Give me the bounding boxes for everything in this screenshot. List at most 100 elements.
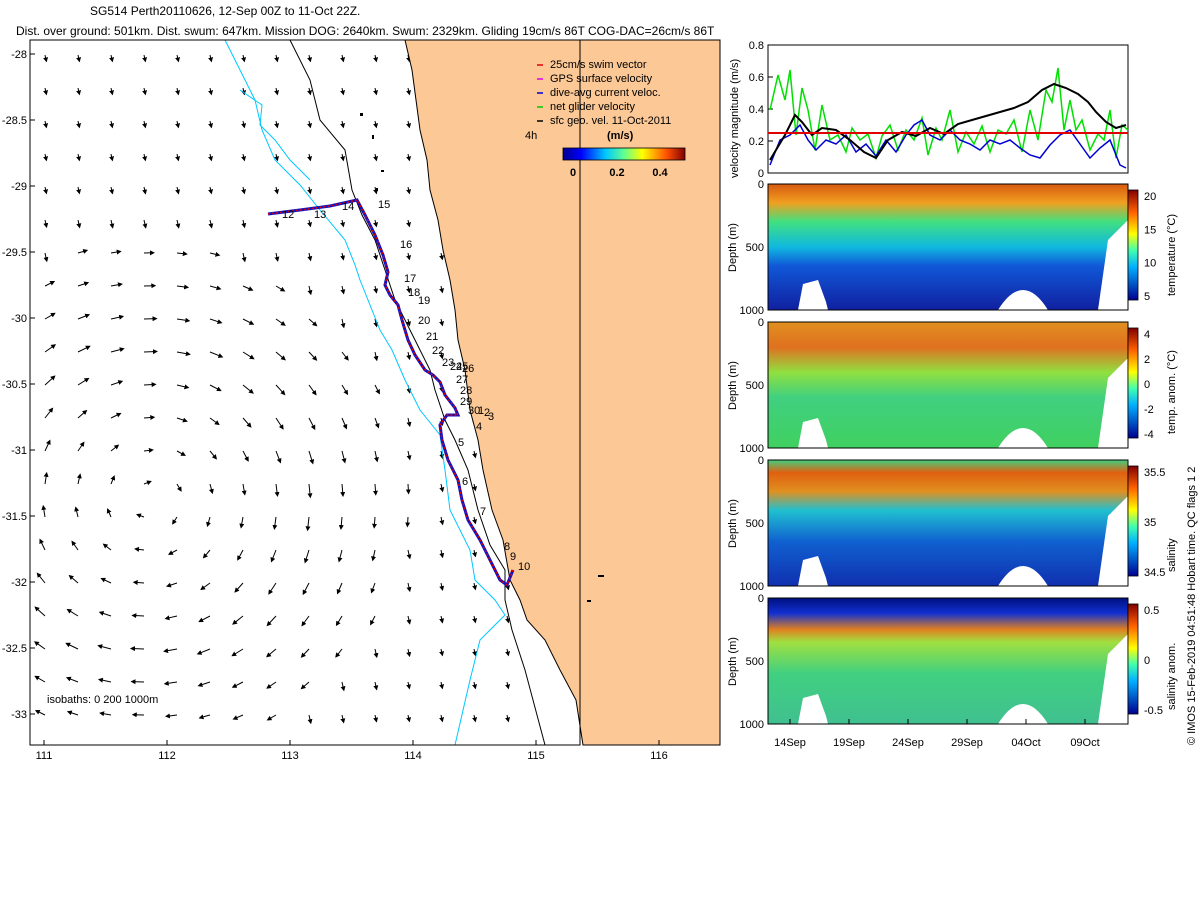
velocity-y-tick-label: 0.6 <box>749 72 764 84</box>
track-day-label: 7 <box>480 506 486 518</box>
velocity-arrow <box>407 517 408 526</box>
mission-stats: Dist. over ground: 501km. Dist. swum: 64… <box>16 24 714 38</box>
colorbar-tick-label: 4 <box>1144 329 1150 341</box>
lon-tick-label: 111 <box>36 750 53 762</box>
section-colorbar <box>1128 466 1138 576</box>
colorbar-unit: (m/s) <box>607 130 634 142</box>
track-day-label: 13 <box>314 209 326 221</box>
legend-item: net glider velocity <box>550 101 635 113</box>
colorbar-tick-label: 35.5 <box>1144 467 1165 479</box>
track-day-label: 15 <box>378 199 390 211</box>
colorbar-label: salinity <box>1166 538 1178 572</box>
velocity-arrow <box>144 384 155 385</box>
colorbar-tick-label: 0 <box>1144 655 1150 667</box>
depth-axis-label: Depth (m) <box>727 223 739 272</box>
track-day-label: 21 <box>426 331 438 343</box>
legend-item: dive-avg current veloc. <box>550 87 661 99</box>
colorbar-tick-label: -0.5 <box>1144 705 1163 717</box>
velocity-arrow <box>144 417 154 418</box>
track-day-label: 16 <box>400 239 412 251</box>
legend-item: 25cm/s swim vector <box>550 59 647 71</box>
track-day-label: 5 <box>458 437 464 449</box>
depth-tick-label: 1000 <box>740 443 764 455</box>
depth-tick-label: 500 <box>746 518 764 530</box>
track-day-label: 10 <box>518 561 530 573</box>
lat-tick-label: -30 <box>11 313 27 325</box>
track-day-label: 4 <box>476 421 482 433</box>
speed-colorbar <box>563 148 685 160</box>
depth-sections: 0 500 1000 Depth (m) 20 15 10 5 temperature (°C)… <box>710 180 1180 900</box>
depth-tick-label: 0 <box>758 317 764 329</box>
lon-tick-label: 114 <box>404 750 422 762</box>
time-step-label: 4h <box>525 130 537 142</box>
section-colorbar <box>1128 604 1138 714</box>
credit-line: © IMOS 15-Feb-2019 04:51:48 Hobart time.… <box>1186 467 1198 745</box>
velocity-y-tick-label: 0.2 <box>749 136 764 148</box>
colorbar-tick: 0 <box>570 167 576 179</box>
section-colorbar <box>1128 328 1138 438</box>
time-tick-label: 04Oct <box>1011 737 1040 749</box>
track-day-label: 3 <box>488 411 494 423</box>
depth-tick-label: 500 <box>746 242 764 254</box>
colorbar-tick-label: 34.5 <box>1144 567 1165 579</box>
depth-tick-label: 1000 <box>740 581 764 593</box>
depth-tick-label: 500 <box>746 380 764 392</box>
legend-item: GPS surface velocity <box>550 73 653 85</box>
colorbar-label: salinity anom. <box>1166 643 1178 710</box>
depth-axis-label: Depth (m) <box>727 637 739 686</box>
track-day-label: 6 <box>462 476 468 488</box>
depth-tick-label: 500 <box>746 656 764 668</box>
track-day-label: 19 <box>418 295 430 307</box>
velocity-y-tick-label: 0.8 <box>749 40 764 52</box>
velocity-arrow <box>133 615 144 616</box>
colorbar-tick: 0.2 <box>609 167 624 179</box>
track-day-label: 22 <box>432 345 444 357</box>
lon-tick-label: 113 <box>281 750 299 762</box>
velocity-y-tick-label: 0.4 <box>749 104 764 116</box>
depth-tick-label: 1000 <box>740 719 764 731</box>
velocity-magnitude-panel: 00.20.40.60.8 velocity magnitude (m/s) <box>730 40 1170 190</box>
lon-tick-label: 115 <box>527 750 545 762</box>
depth-axis-label: Depth (m) <box>727 361 739 410</box>
colorbar-tick-label: 35 <box>1144 517 1156 529</box>
time-tick-label: 24Sep <box>892 737 924 749</box>
colorbar-tick-label: -4 <box>1144 429 1154 441</box>
lat-tick-label: -31 <box>11 445 27 457</box>
depth-tick-label: 0 <box>758 455 764 467</box>
velocity-ylabel: velocity magnitude (m/s) <box>729 59 741 178</box>
colorbar-tick-label: -2 <box>1144 404 1154 416</box>
lat-tick-label: -32.5 <box>2 643 27 655</box>
plot-title: SG514 Perth20110626, 12-Sep 00Z to 11-Oc… <box>90 4 360 18</box>
time-tick-label: 19Sep <box>833 737 865 749</box>
lon-tick-label: 112 <box>158 750 176 762</box>
colorbar-tick-label: 15 <box>1144 224 1156 236</box>
lat-tick-label: -33 <box>11 709 27 721</box>
colorbar-tick-label: 20 <box>1144 191 1156 203</box>
track-day-label: 20 <box>418 315 430 327</box>
velocity-arrow <box>144 351 156 352</box>
lat-tick-label: -29.5 <box>2 247 27 259</box>
time-tick-label: 14Sep <box>774 737 806 749</box>
lat-tick-label: -31.5 <box>2 511 27 523</box>
track-day-label: 17 <box>404 273 416 285</box>
colorbar-tick-label: 0 <box>1144 379 1150 391</box>
lat-tick-label: -30.5 <box>2 379 27 391</box>
track-day-label: 9 <box>510 551 516 563</box>
lon-tick-label: 116 <box>650 750 668 762</box>
time-tick-label: 09Oct <box>1070 737 1099 749</box>
depth-tick-label: 0 <box>758 593 764 605</box>
velocity-arrow <box>134 582 144 583</box>
colorbar-tick-label: 10 <box>1144 258 1156 270</box>
depth-axis-label: Depth (m) <box>727 499 739 548</box>
velocity-arrow <box>131 648 144 649</box>
time-tick-label: 29Sep <box>951 737 983 749</box>
colorbar-tick-label: 5 <box>1144 291 1150 303</box>
section-colorbar <box>1128 190 1138 300</box>
colorbar-label: temperature (°C) <box>1166 214 1178 296</box>
colorbar-label: temp. anom. (°C) <box>1166 350 1178 434</box>
legend-item: sfc geo. vel. 11-Oct-2011 <box>550 115 671 127</box>
